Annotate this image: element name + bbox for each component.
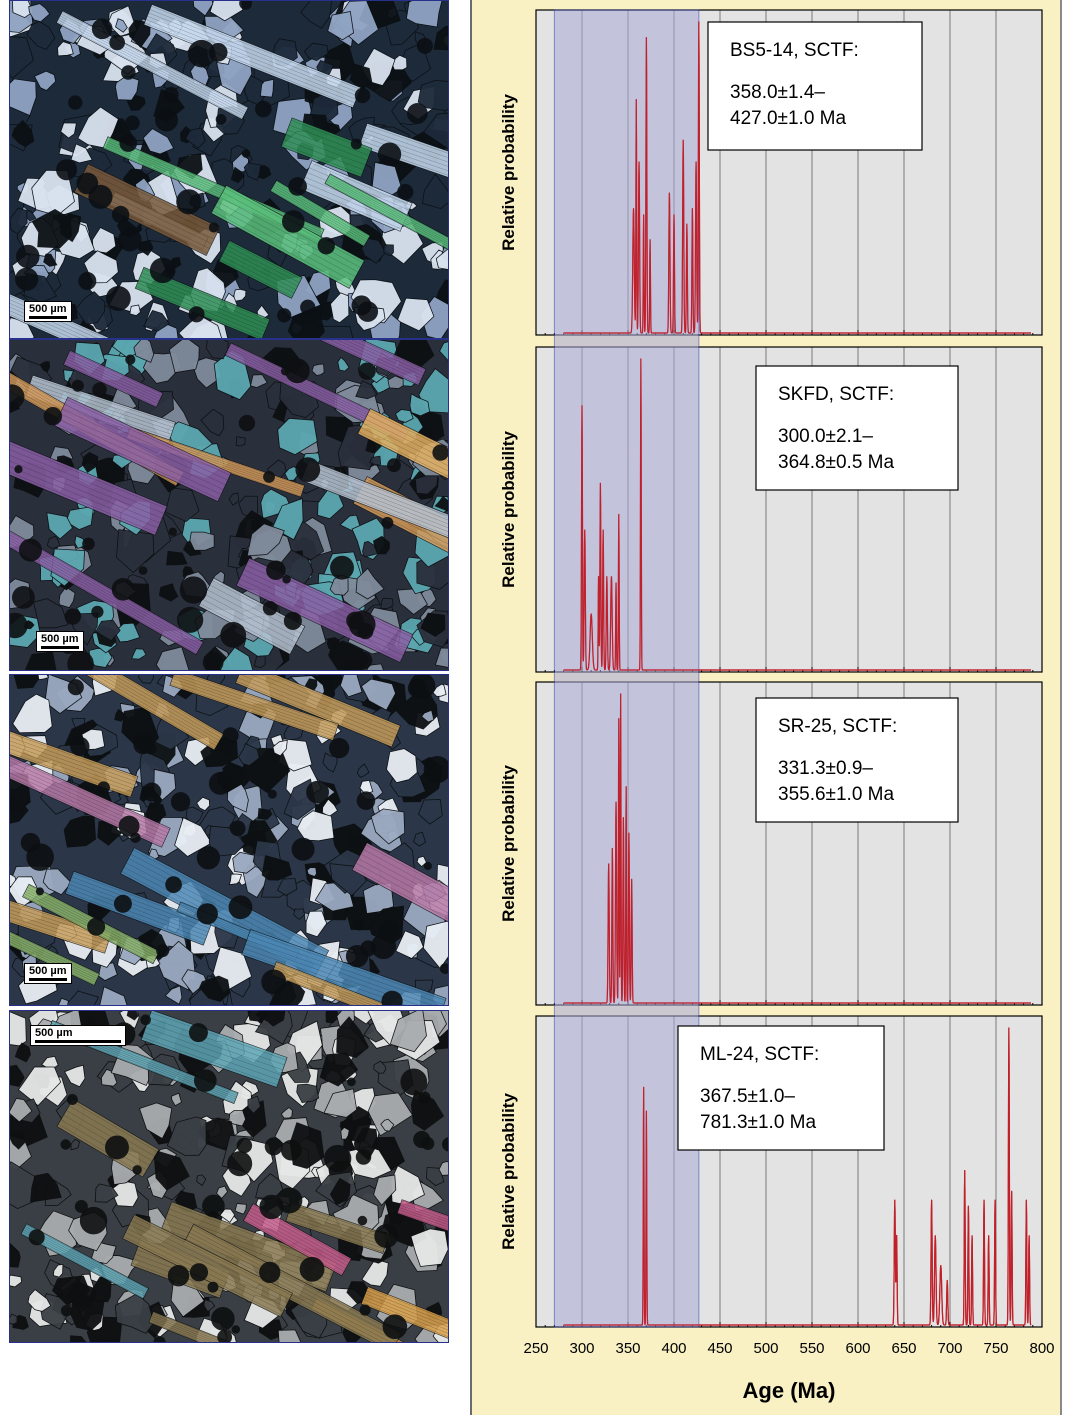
scale-bar-label: 500 µm [29, 965, 67, 977]
label-box [755, 697, 959, 823]
age-range-box: SR-25, SCTF: 331.3±0.9– 355.6±1.0 Ma [755, 697, 959, 823]
x-tick-label: 650 [891, 1340, 916, 1357]
x-tick-label: 300 [569, 1340, 594, 1357]
probability-curve [563, 693, 1032, 1004]
scale-bar: 500 µm [24, 301, 72, 322]
plot-frame [535, 681, 1043, 1006]
micrograph-image [10, 340, 448, 670]
y-axis-label: Relative probability [499, 431, 518, 588]
age-range-start: 358.0±1.4– [730, 82, 825, 103]
micrograph-bs5-14: 500 µm [9, 0, 449, 339]
scale-bar-label: 500 µm [29, 303, 67, 315]
scale-bar: 500 µm [36, 631, 84, 652]
age-range-box: BS5-14, SCTF: 358.0±1.4– 427.0±1.0 Ma [707, 21, 923, 151]
probability-curve [563, 21, 1032, 334]
highlight-band [553, 9, 700, 1328]
sample-label: BS5-14, SCTF: [730, 40, 859, 61]
label-box [677, 1025, 885, 1151]
plot-frame [535, 1015, 1043, 1328]
x-tick-label: 450 [707, 1340, 732, 1357]
age-range-start: 331.3±0.9– [778, 758, 873, 779]
micrograph-sr-25: 500 µm [9, 674, 449, 1006]
x-tick-label: 500 [753, 1340, 778, 1357]
y-axis-label: Relative probability [499, 94, 518, 251]
sample-label: SR-25, SCTF: [778, 716, 897, 737]
chart-panel: Relative probability Relative probability… [470, 0, 1062, 1415]
age-range-end: 355.6±1.0 Ma [778, 784, 894, 805]
probability-curve [563, 358, 1032, 671]
y-axis-label: Relative probability [499, 765, 518, 922]
age-range-end: 427.0±1.0 Ma [730, 108, 846, 129]
sample-label: SKFD, SCTF: [778, 384, 894, 405]
age-range-start: 300.0±2.1– [778, 426, 873, 447]
age-range-end: 364.8±0.5 Ma [778, 452, 894, 473]
plot-frame [535, 346, 1043, 673]
micrograph-ml-24: 500 µm [9, 1010, 449, 1343]
micrograph-skfd: 500 µm [9, 339, 449, 671]
age-range-start: 367.5±1.0– [700, 1086, 795, 1107]
micrograph-image [10, 1011, 448, 1342]
age-range-end: 781.3±1.0 Ma [700, 1112, 816, 1133]
age-range-box: ML-24, SCTF: 367.5±1.0– 781.3±1.0 Ma [677, 1025, 885, 1151]
scale-bar: 500 µm [24, 963, 72, 984]
micrograph-image [10, 1, 448, 338]
label-box [707, 21, 923, 151]
micrograph-image [10, 675, 448, 1005]
x-tick-label: 250 [523, 1340, 548, 1357]
label-box [755, 365, 959, 491]
scale-bar: 500 µm [30, 1025, 126, 1046]
x-tick-label: 400 [661, 1340, 686, 1357]
x-tick-label: 750 [983, 1340, 1008, 1357]
scale-bar-label: 500 µm [41, 633, 79, 645]
scale-bar-label: 500 µm [35, 1027, 73, 1039]
age-range-box: SKFD, SCTF: 300.0±2.1– 364.8±0.5 Ma [755, 365, 959, 491]
sample-label: ML-24, SCTF: [700, 1044, 819, 1065]
micrograph-column: 500 µm 500 µm 500 µm 500 µm [0, 0, 460, 1415]
plot-frame [535, 9, 1043, 336]
y-axis-label: Relative probability [499, 1093, 518, 1250]
x-tick-label: 600 [845, 1340, 870, 1357]
detrital-age-chart: Relative probability Relative probability… [499, 9, 1055, 1403]
x-tick-label: 700 [937, 1340, 962, 1357]
x-axis-label: Age (Ma) [743, 1378, 836, 1403]
x-tick-label: 800 [1029, 1340, 1054, 1357]
x-tick-label: 550 [799, 1340, 824, 1357]
probability-curve [563, 1027, 1032, 1326]
x-tick-label: 350 [615, 1340, 640, 1357]
